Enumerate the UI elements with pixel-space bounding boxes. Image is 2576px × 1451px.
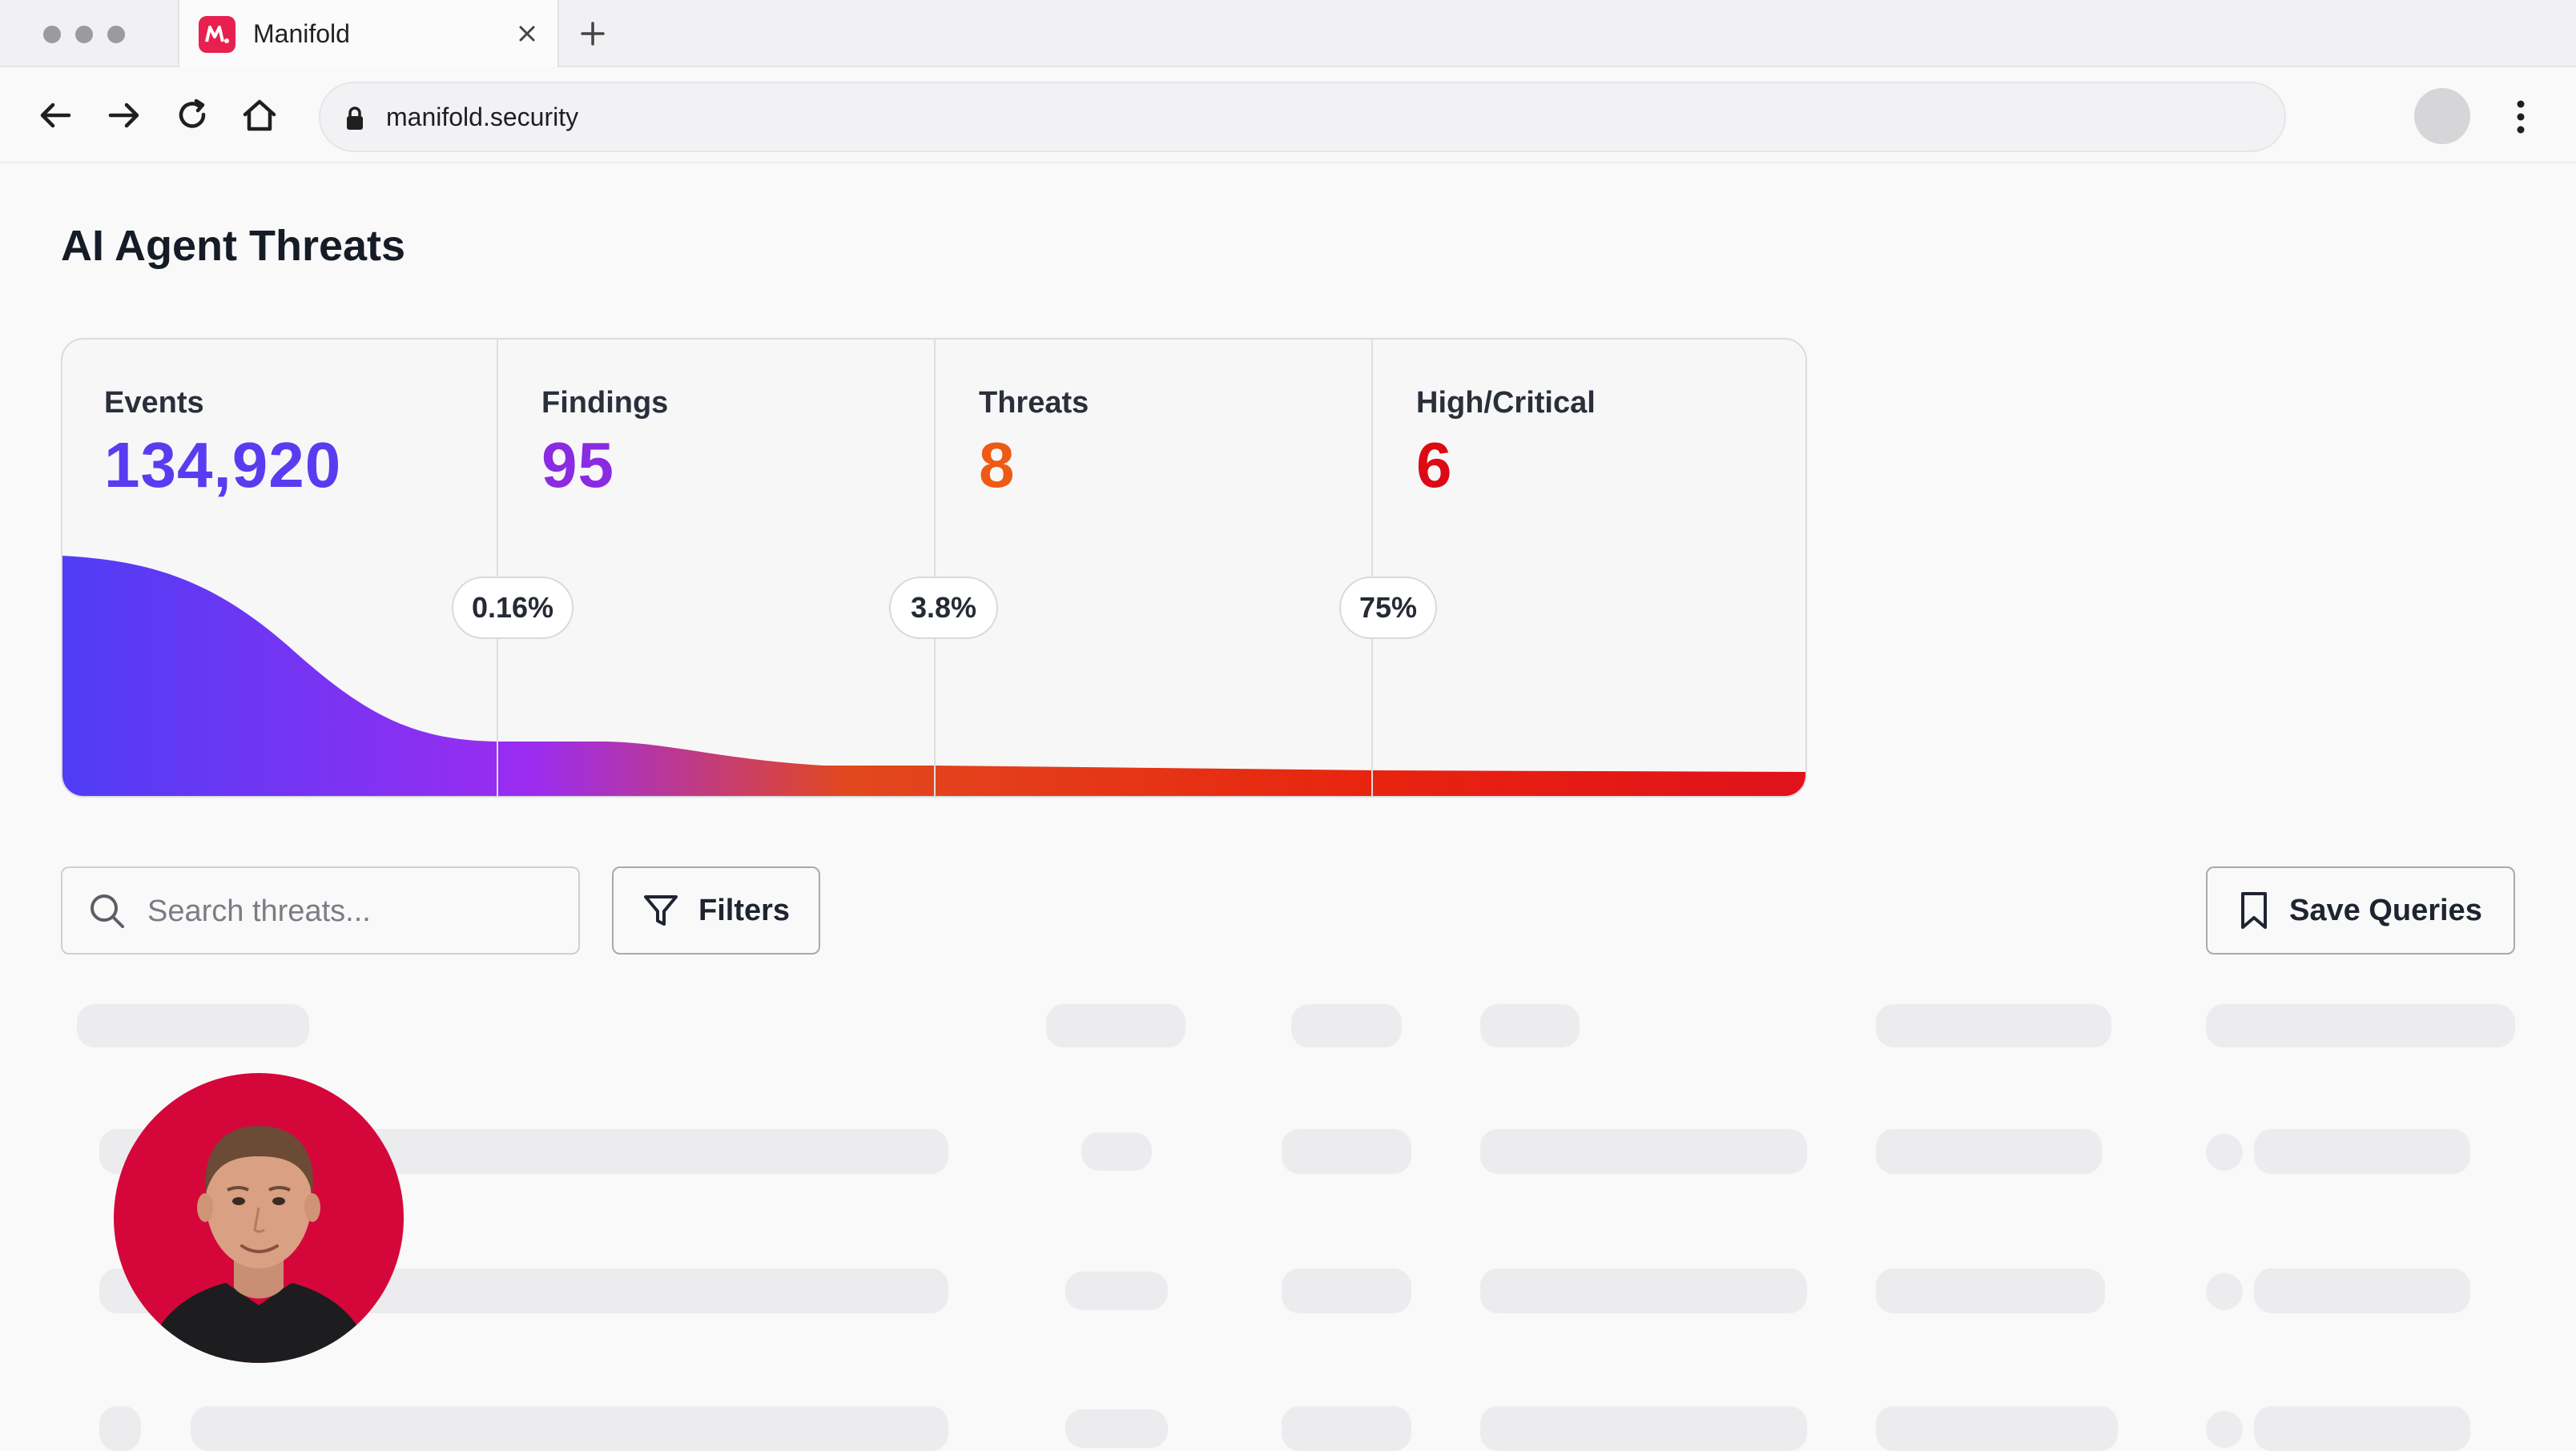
skeleton-cell: [1480, 1406, 1807, 1451]
url-text[interactable]: manifold.security: [386, 102, 579, 131]
stage-divider: [934, 340, 936, 796]
metric-value: 95: [541, 429, 614, 500]
metric-events: Events 134,920: [104, 386, 341, 502]
metric-value: 6: [1416, 429, 1453, 500]
window-close-dot[interactable]: [43, 26, 61, 43]
skeleton-cell: [99, 1406, 141, 1451]
tab-title: Manifold: [253, 19, 350, 48]
manifold-favicon-icon: [199, 16, 235, 53]
skeleton-header-cell: [2206, 1004, 2515, 1047]
search-icon: [87, 890, 128, 932]
funnel-area-chart: [62, 556, 1805, 796]
skeleton-dot: [2206, 1411, 2243, 1448]
page-title: AI Agent Threats: [61, 222, 406, 270]
browser-tabstrip: Manifold: [0, 0, 2576, 67]
metric-high-critical: High/Critical 6: [1416, 386, 1596, 502]
conversion-rate-pill: 75%: [1339, 577, 1437, 639]
arrow-right-icon[interactable]: [103, 94, 144, 136]
stage-divider: [497, 340, 498, 796]
skeleton-cell: [1480, 1129, 1807, 1174]
metric-value: 134,920: [104, 429, 342, 500]
presenter-avatar: [114, 1073, 404, 1363]
threat-funnel-card: Events 134,920 Findings 95 Threats 8 Hig…: [61, 338, 1807, 798]
skeleton-header-cell: [1480, 1004, 1580, 1047]
bookmark-icon: [2241, 892, 2267, 929]
skeleton-cell: [1876, 1268, 2105, 1313]
filter-icon: [644, 895, 678, 926]
window-minimize-dot[interactable]: [75, 26, 93, 43]
home-icon[interactable]: [239, 94, 280, 136]
skeleton-cell: [1876, 1406, 2118, 1451]
metric-label: Threats: [979, 386, 1089, 420]
skeleton-cell: [1282, 1406, 1411, 1451]
metric-label: Findings: [541, 386, 669, 420]
filters-label: Filters: [698, 893, 791, 927]
skeleton-cell: [2254, 1268, 2470, 1313]
skeleton-header-cell: [1291, 1004, 1402, 1047]
skeleton-cell: [191, 1406, 948, 1451]
conversion-rate-pill: 3.8%: [889, 577, 998, 639]
skeleton-cell: [1065, 1409, 1168, 1448]
metric-findings: Findings 95: [541, 386, 668, 502]
skeleton-cell: [1065, 1272, 1168, 1310]
browser-tab-active[interactable]: Manifold: [178, 0, 559, 67]
window-zoom-dot[interactable]: [107, 26, 125, 43]
metric-threats: Threats 8: [979, 386, 1089, 502]
person-portrait-icon: [146, 1126, 372, 1363]
funnel-area: [62, 556, 1805, 796]
lock-icon[interactable]: [344, 106, 365, 131]
skeleton-cell: [1876, 1129, 2102, 1174]
save-queries-label: Save Queries: [2289, 893, 2482, 927]
new-tab-icon[interactable]: [578, 19, 607, 48]
skeleton-cell: [1081, 1132, 1152, 1171]
search-box[interactable]: [61, 866, 580, 955]
skeleton-cell: [1282, 1268, 1411, 1313]
arrow-left-icon[interactable]: [35, 94, 77, 136]
skeleton-header-cell: [1876, 1004, 2111, 1047]
search-input[interactable]: [147, 884, 564, 939]
address-bar[interactable]: manifold.security: [319, 82, 2286, 152]
save-queries-button[interactable]: Save Queries: [2206, 866, 2515, 955]
kebab-menu-icon[interactable]: [2512, 96, 2530, 138]
skeleton-cell: [1282, 1129, 1411, 1174]
skeleton-dot: [2206, 1273, 2243, 1310]
filters-button[interactable]: Filters: [612, 866, 820, 955]
stage-divider: [1371, 340, 1373, 796]
skeleton-cell: [2254, 1129, 2470, 1174]
profile-avatar-icon[interactable]: [2414, 88, 2470, 144]
browser-toolbar: manifold.security: [0, 67, 2576, 163]
skeleton-cell: [1480, 1268, 1807, 1313]
tab-close-icon[interactable]: [516, 22, 538, 45]
metric-label: Events: [104, 386, 204, 420]
metric-value: 8: [979, 429, 1016, 500]
metric-label: High/Critical: [1416, 386, 1596, 420]
reload-icon[interactable]: [171, 94, 213, 136]
skeleton-dot: [2206, 1134, 2243, 1171]
skeleton-header-cell: [77, 1004, 309, 1047]
skeleton-cell: [2254, 1406, 2470, 1451]
conversion-rate-pill: 0.16%: [452, 577, 574, 639]
skeleton-header-cell: [1046, 1004, 1185, 1047]
